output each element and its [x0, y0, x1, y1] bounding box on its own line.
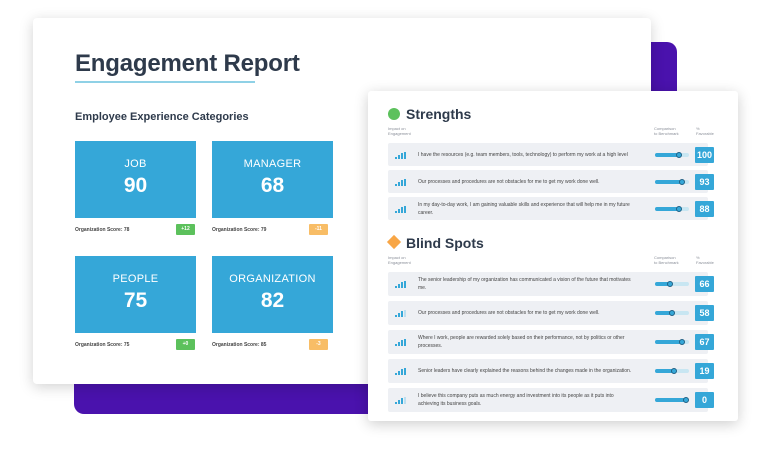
category-name: PEOPLE	[112, 273, 159, 285]
benchmark-slider	[655, 151, 689, 158]
impact-bars-icon	[395, 178, 408, 186]
blind-spots-col-impact: Impact on Engagement	[388, 255, 411, 265]
item-row[interactable]: The senior leadership of my organization…	[388, 272, 714, 296]
blind-spots-col-comparison: Comparison to Benchmark	[654, 255, 679, 265]
benchmark-knob	[669, 310, 675, 316]
category-tile-organization[interactable]: ORGANIZATION 82	[212, 256, 333, 333]
impact-bars-icon	[395, 310, 408, 317]
category-tile-job[interactable]: JOB 90	[75, 141, 196, 218]
delta-badge: -11	[309, 224, 328, 235]
organization-score: Organization Score: 75	[75, 342, 130, 348]
item-text: In my day-to-day work, I am gaining valu…	[418, 201, 630, 216]
benchmark-knob	[670, 368, 677, 374]
benchmark-slider	[655, 339, 689, 345]
organization-score: Organization Score: 85	[212, 342, 267, 348]
favorable-percent: 66	[695, 276, 714, 292]
favorable-percent: 0	[695, 392, 714, 408]
categories-heading: Employee Experience Categories	[75, 111, 249, 123]
impact-bars-icon	[395, 151, 408, 159]
report-title: Engagement Report	[75, 50, 300, 77]
benchmark-slider	[655, 205, 689, 212]
blind-spots-title: Blind Spots	[406, 235, 484, 251]
benchmark-knob	[676, 205, 683, 212]
impact-bars-icon	[395, 205, 408, 213]
impact-bars-icon	[395, 281, 408, 288]
category-score: 90	[123, 174, 148, 197]
category-tile-people[interactable]: PEOPLE 75	[75, 256, 196, 333]
benchmark-knob	[678, 339, 685, 345]
item-text: Where I work, people are rewarded solely…	[418, 335, 625, 349]
category-score: 68	[260, 174, 285, 197]
item-text: The senior leadership of my organization…	[418, 277, 631, 291]
benchmark-knob	[667, 281, 674, 287]
category-score: 82	[260, 289, 285, 312]
item-row[interactable]: Our processes and procedures are not obs…	[388, 170, 714, 193]
impact-bars-icon	[395, 368, 408, 375]
category-name: JOB	[124, 158, 147, 170]
strengths-title: Strengths	[406, 106, 472, 122]
strengths-blindspots-card: Strengths Impact on Engagement Compariso…	[368, 91, 738, 421]
benchmark-knob	[679, 178, 686, 185]
benchmark-slider	[655, 310, 689, 316]
impact-bars-icon	[395, 397, 408, 404]
item-text: I have the resources (e.g. team members,…	[418, 151, 628, 158]
category-name: MANAGER	[243, 158, 302, 170]
benchmark-knob	[682, 397, 689, 403]
favorable-percent: 67	[695, 334, 714, 350]
favorable-percent: 93	[695, 173, 714, 190]
delta-badge: +12	[176, 224, 195, 235]
strengths-col-favorable: % Favorable	[696, 126, 714, 136]
item-text: Our processes and procedures are not obs…	[418, 310, 600, 316]
item-row[interactable]: Where I work, people are rewarded solely…	[388, 330, 714, 354]
organization-score: Organization Score: 79	[212, 227, 267, 233]
favorable-percent: 58	[695, 305, 714, 321]
item-row[interactable]: I believe this company puts as much ener…	[388, 388, 714, 412]
category-name: ORGANIZATION	[229, 273, 316, 285]
delta-badge: +0	[176, 339, 195, 350]
strengths-dot-icon	[388, 108, 400, 120]
item-row[interactable]: Our processes and procedures are not obs…	[388, 301, 714, 325]
favorable-percent: 19	[695, 363, 714, 379]
item-row[interactable]: Senior leaders have clearly explained th…	[388, 359, 714, 383]
benchmark-slider	[655, 397, 689, 403]
title-underline	[75, 81, 255, 83]
item-text: Senior leaders have clearly explained th…	[418, 368, 632, 374]
delta-badge: -3	[309, 339, 328, 350]
benchmark-slider	[655, 368, 689, 374]
impact-bars-icon	[395, 339, 408, 346]
favorable-percent: 100	[695, 146, 714, 163]
blind-spots-diamond-icon	[386, 234, 402, 250]
benchmark-knob	[675, 151, 682, 158]
item-text: I believe this company puts as much ener…	[418, 393, 614, 407]
item-row[interactable]: In my day-to-day work, I am gaining valu…	[388, 197, 714, 220]
organization-score: Organization Score: 78	[75, 227, 130, 233]
category-score: 75	[123, 289, 148, 312]
strengths-col-impact: Impact on Engagement	[388, 126, 411, 136]
item-text: Our processes and procedures are not obs…	[418, 178, 600, 185]
blind-spots-col-favorable: % Favorable	[696, 255, 714, 265]
benchmark-slider	[655, 281, 689, 287]
strengths-col-comparison: Comparison to Benchmark	[654, 126, 679, 136]
benchmark-slider	[655, 178, 689, 185]
favorable-percent: 88	[695, 200, 714, 217]
category-tile-manager[interactable]: MANAGER 68	[212, 141, 333, 218]
item-row[interactable]: I have the resources (e.g. team members,…	[388, 143, 714, 166]
